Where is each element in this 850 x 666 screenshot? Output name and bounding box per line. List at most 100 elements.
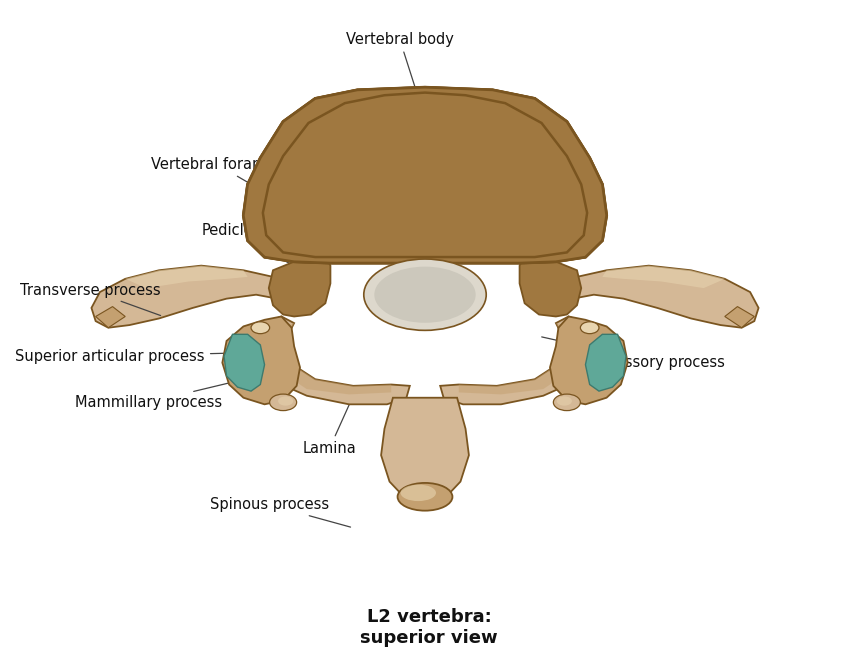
- Ellipse shape: [337, 224, 343, 238]
- Ellipse shape: [461, 231, 468, 237]
- Ellipse shape: [450, 181, 462, 189]
- Ellipse shape: [269, 394, 297, 411]
- Ellipse shape: [324, 164, 333, 172]
- Ellipse shape: [553, 167, 559, 172]
- Ellipse shape: [318, 198, 328, 207]
- Ellipse shape: [468, 119, 472, 128]
- Ellipse shape: [439, 123, 450, 136]
- Ellipse shape: [426, 238, 437, 245]
- Polygon shape: [223, 316, 300, 404]
- Ellipse shape: [300, 209, 311, 215]
- Text: L2 vertebra:
superior view: L2 vertebra: superior view: [360, 608, 498, 647]
- Ellipse shape: [532, 159, 550, 167]
- Ellipse shape: [443, 223, 452, 235]
- Ellipse shape: [420, 240, 434, 246]
- Polygon shape: [243, 87, 607, 263]
- Ellipse shape: [422, 222, 433, 230]
- Ellipse shape: [348, 115, 361, 118]
- Ellipse shape: [321, 153, 330, 158]
- Ellipse shape: [418, 173, 424, 186]
- Text: Transverse process: Transverse process: [20, 282, 161, 316]
- Ellipse shape: [325, 242, 334, 252]
- Text: Spinous process: Spinous process: [210, 498, 350, 527]
- Ellipse shape: [413, 173, 429, 177]
- Ellipse shape: [530, 178, 538, 182]
- Ellipse shape: [392, 145, 401, 151]
- Ellipse shape: [405, 174, 416, 180]
- Ellipse shape: [434, 222, 442, 228]
- Ellipse shape: [390, 115, 400, 123]
- Ellipse shape: [542, 166, 552, 172]
- Ellipse shape: [407, 199, 422, 204]
- Text: Accessory process: Accessory process: [541, 337, 724, 370]
- Ellipse shape: [500, 106, 503, 113]
- Polygon shape: [92, 266, 286, 328]
- Ellipse shape: [408, 102, 418, 109]
- Ellipse shape: [298, 222, 314, 230]
- Ellipse shape: [451, 211, 466, 220]
- Ellipse shape: [380, 149, 388, 155]
- Ellipse shape: [451, 151, 468, 161]
- Polygon shape: [381, 398, 469, 503]
- Ellipse shape: [355, 159, 368, 167]
- Ellipse shape: [493, 189, 506, 200]
- Ellipse shape: [422, 232, 431, 244]
- Ellipse shape: [303, 199, 309, 202]
- Polygon shape: [586, 334, 626, 391]
- Ellipse shape: [404, 128, 411, 133]
- Ellipse shape: [375, 104, 385, 112]
- Ellipse shape: [372, 137, 380, 142]
- Ellipse shape: [451, 184, 456, 197]
- Ellipse shape: [307, 156, 313, 159]
- Ellipse shape: [382, 242, 395, 251]
- Ellipse shape: [445, 235, 460, 243]
- Ellipse shape: [328, 244, 336, 250]
- Polygon shape: [519, 260, 581, 316]
- Ellipse shape: [414, 121, 422, 128]
- Ellipse shape: [332, 135, 340, 142]
- Text: Vertebral foramen: Vertebral foramen: [150, 157, 351, 242]
- Ellipse shape: [413, 161, 419, 165]
- Polygon shape: [725, 306, 754, 328]
- Ellipse shape: [378, 99, 382, 103]
- Ellipse shape: [454, 186, 465, 190]
- Ellipse shape: [332, 166, 338, 174]
- Ellipse shape: [347, 219, 357, 224]
- Ellipse shape: [513, 140, 519, 148]
- Ellipse shape: [432, 105, 436, 112]
- Ellipse shape: [419, 133, 427, 138]
- Ellipse shape: [510, 153, 515, 159]
- Ellipse shape: [518, 239, 530, 246]
- Ellipse shape: [497, 188, 505, 194]
- Ellipse shape: [320, 234, 327, 239]
- Ellipse shape: [540, 152, 553, 161]
- Ellipse shape: [287, 172, 292, 178]
- Ellipse shape: [411, 216, 415, 219]
- Ellipse shape: [298, 123, 308, 137]
- Ellipse shape: [429, 147, 439, 151]
- Ellipse shape: [428, 242, 435, 253]
- Ellipse shape: [278, 396, 293, 406]
- Ellipse shape: [360, 228, 371, 242]
- Polygon shape: [550, 316, 627, 404]
- Ellipse shape: [497, 176, 506, 183]
- Ellipse shape: [444, 102, 448, 115]
- Ellipse shape: [544, 137, 552, 141]
- Ellipse shape: [388, 111, 396, 119]
- Ellipse shape: [447, 117, 456, 127]
- PathPatch shape: [243, 87, 607, 263]
- Ellipse shape: [295, 203, 303, 211]
- Ellipse shape: [488, 178, 496, 184]
- Text: Mammillary process: Mammillary process: [75, 383, 228, 410]
- Ellipse shape: [518, 139, 523, 143]
- Ellipse shape: [464, 147, 481, 152]
- Ellipse shape: [476, 108, 486, 122]
- Polygon shape: [224, 334, 264, 391]
- Ellipse shape: [297, 202, 304, 210]
- Ellipse shape: [447, 106, 450, 112]
- Ellipse shape: [422, 183, 431, 197]
- Ellipse shape: [476, 134, 484, 146]
- Ellipse shape: [468, 252, 474, 256]
- Ellipse shape: [344, 182, 361, 190]
- Ellipse shape: [491, 147, 498, 154]
